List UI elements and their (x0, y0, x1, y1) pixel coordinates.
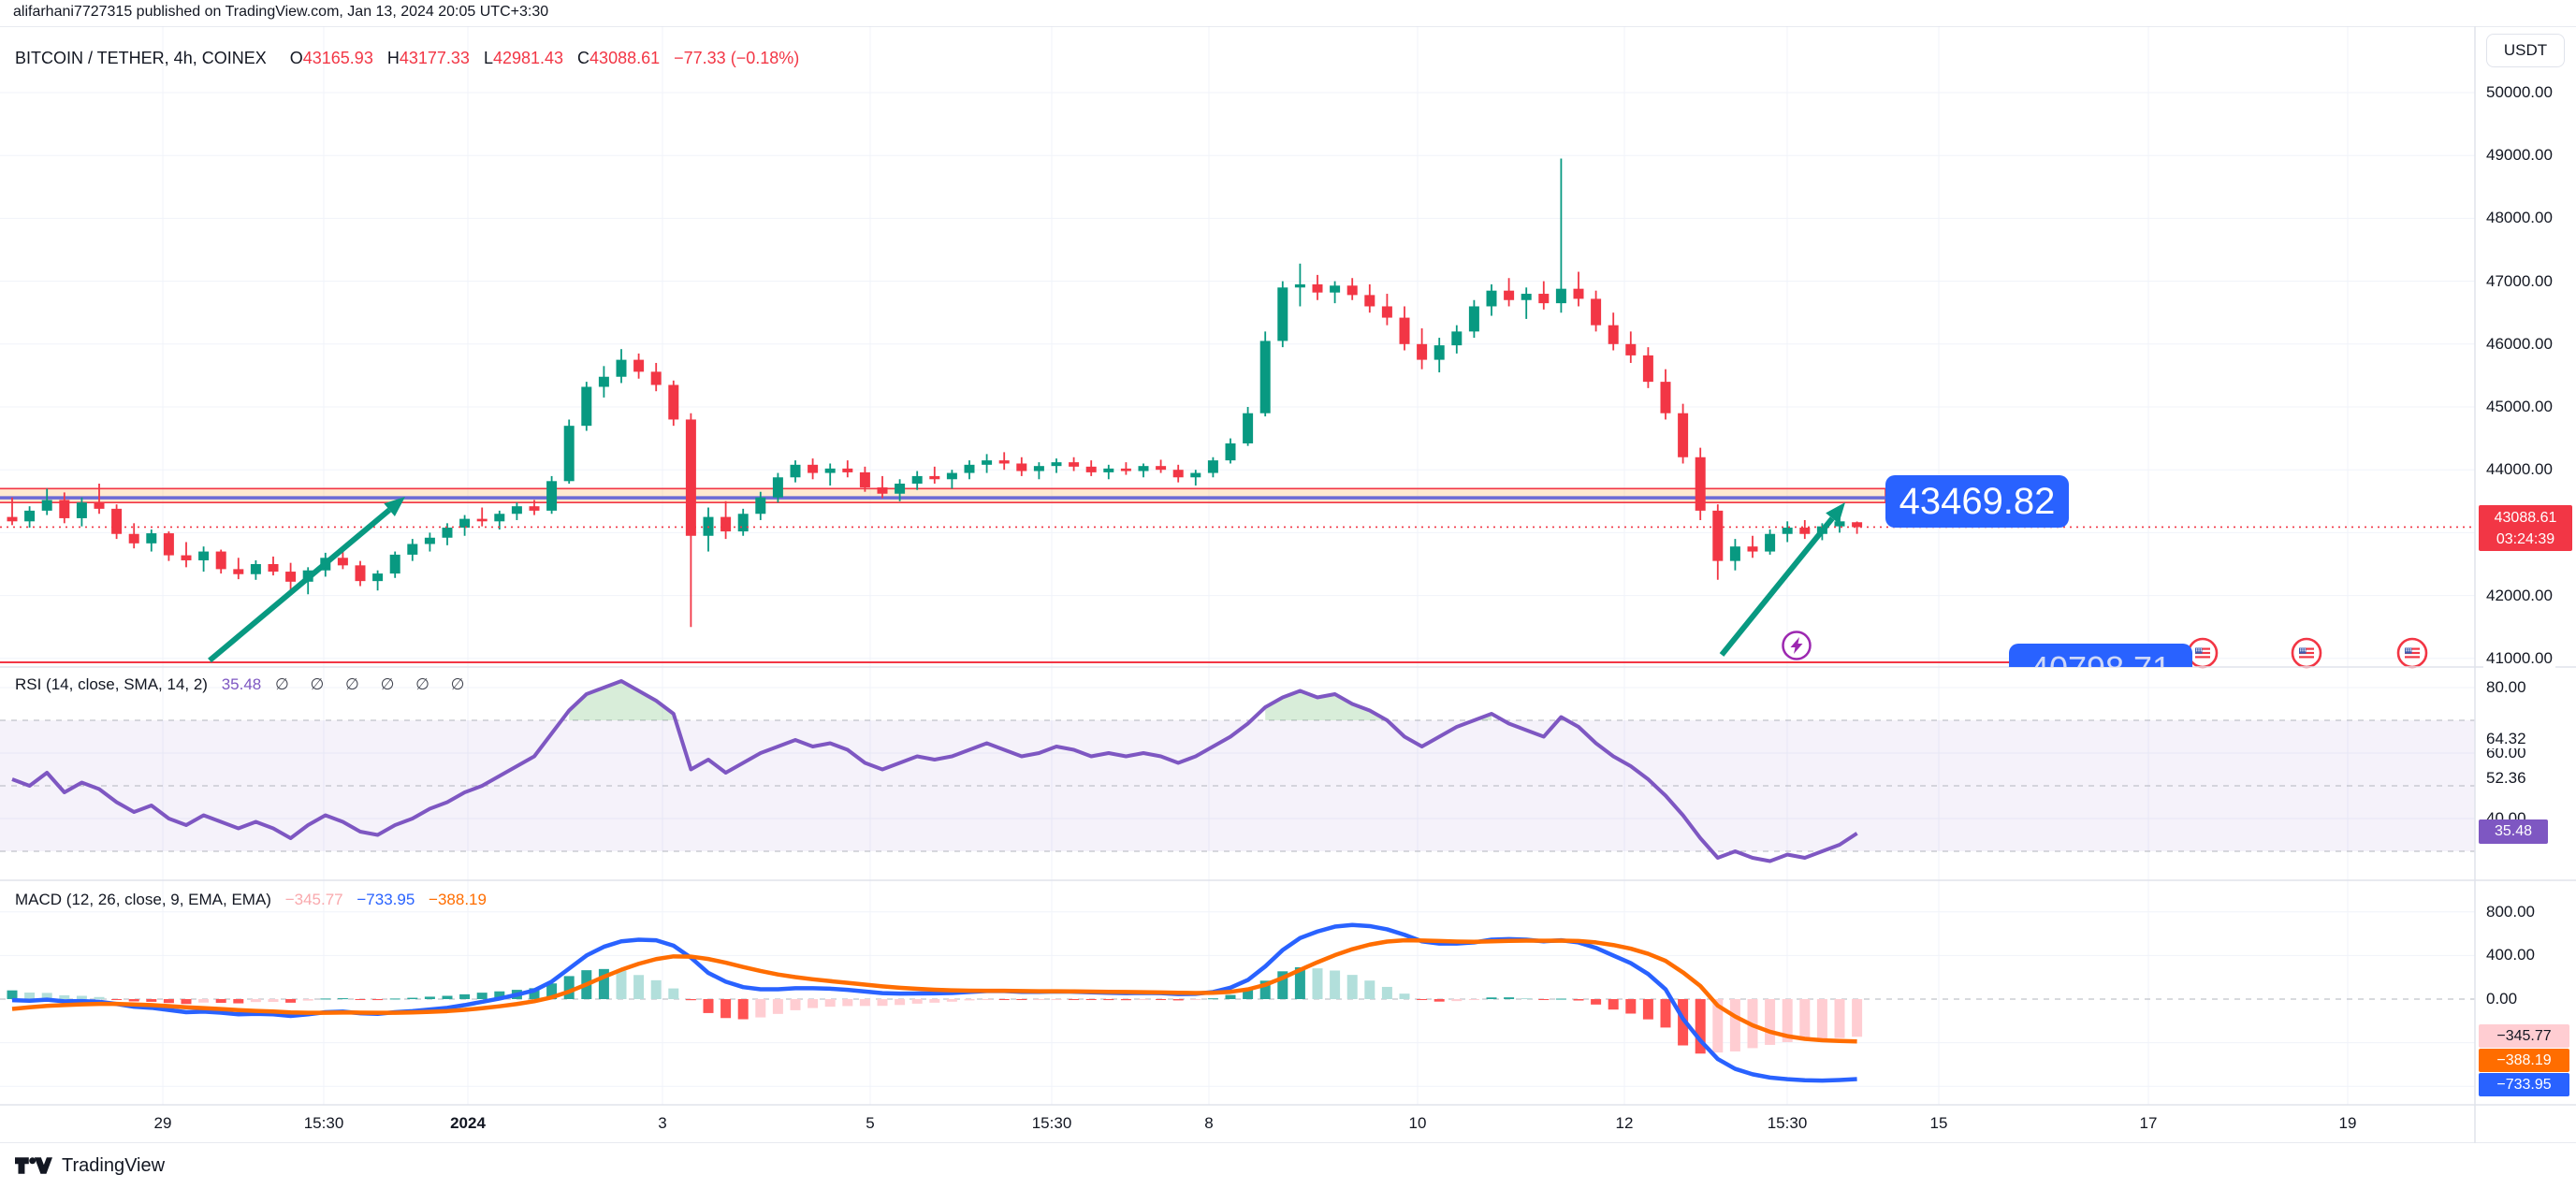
macd-histogram (7, 966, 1863, 1054)
time-axis-label: 10 (1408, 1114, 1427, 1132)
open-label: O (289, 49, 303, 67)
trend-arrow (208, 497, 405, 663)
time-axis-label: 15 (1929, 1114, 1948, 1132)
time-axis-label: 19 (2338, 1114, 2357, 1132)
resistance-zone (0, 487, 1886, 503)
trend-arrow (1719, 502, 1845, 657)
rsi-title: RSI (14, close, SMA, 14, 2) (15, 675, 208, 693)
macd-legend: MACD (12, 26, close, 9, EMA, EMA) −345.7… (15, 891, 487, 909)
time-axis-label: 15:30 (1031, 1114, 1072, 1132)
close-value: 43088.61 (589, 49, 661, 67)
time-axis-label: 12 (1615, 1114, 1634, 1132)
time-axis-label: 17 (2139, 1114, 2158, 1132)
rsi-axis-label: 64.32 (2483, 729, 2529, 748)
macd-signal-value: −388.19 (429, 891, 487, 908)
low-label: L (483, 49, 493, 67)
macd-signal-line (11, 937, 1857, 1044)
price-axis-label: 47000.00 (2483, 271, 2555, 291)
open-value: 43165.93 (302, 49, 373, 67)
high-label: H (386, 49, 400, 67)
economic-event-flag-icon[interactable] (2187, 637, 2219, 669)
rsi-axis-label: 52.36 (2483, 768, 2529, 788)
time-axis-label: 15:30 (1767, 1114, 1808, 1132)
macd-title: MACD (12, 26, close, 9, EMA, EMA) (15, 891, 271, 908)
attribution-text: alifarhani7727315 published on TradingVi… (13, 4, 549, 20)
macd-axis-badge: −388.19 (2479, 1049, 2569, 1072)
brand-text: TradingView (62, 1154, 166, 1176)
price-axis-label: 48000.00 (2483, 209, 2555, 228)
tradingview-brand: TradingView (15, 1153, 165, 1178)
rsi-value: 35.48 (221, 675, 262, 693)
close-label: C (577, 49, 590, 67)
time-axis-label: 15:30 (303, 1114, 344, 1132)
macd-line (11, 922, 1857, 1083)
top-bar (0, 0, 2576, 26)
price-axis-label: 45000.00 (2483, 398, 2555, 416)
bar-countdown: 03:24:39 (2496, 531, 2555, 548)
price-axis-label: 50000.00 (2483, 83, 2555, 102)
resistance-price-label: 43469.82 (1885, 475, 2069, 528)
macd-line-value: −733.95 (357, 891, 415, 908)
change-value: −77.33 (−0.18%) (674, 49, 800, 67)
macd-axis-label: 0.00 (2483, 990, 2521, 1008)
macd-hist-value: −345.77 (284, 891, 343, 908)
time-axis-label: 3 (658, 1114, 667, 1132)
tradingview-logo-icon (15, 1157, 52, 1174)
rsi-axis-label: 80.00 (2483, 678, 2529, 697)
bottom-bar (0, 1143, 2576, 1189)
last-price-value: 43088.61 (2494, 510, 2557, 526)
time-axis-label: 5 (866, 1114, 875, 1132)
economic-event-flag-icon[interactable] (2291, 637, 2322, 669)
macd-axis-badge: −733.95 (2479, 1073, 2569, 1096)
price-axis-label: 46000.00 (2483, 334, 2555, 354)
price-axis-label: 44000.00 (2483, 460, 2555, 480)
symbol-title: BITCOIN / TETHER, 4h, COINEX (15, 49, 267, 67)
rsi-line (11, 679, 1858, 863)
symbol-legend: BITCOIN / TETHER, 4h, COINEX O43165.93 H… (15, 49, 799, 68)
low-value: 42981.43 (492, 49, 564, 67)
price-axis-label: 49000.00 (2483, 146, 2555, 166)
time-axis-label: 2024 (450, 1114, 486, 1132)
macd-axis-label: 400.00 (2483, 946, 2538, 965)
price-axis-label: 42000.00 (2483, 586, 2555, 605)
high-value: 43177.33 (399, 49, 470, 67)
currency-button[interactable]: USDT (2486, 34, 2565, 67)
rsi-legend: RSI (14, close, SMA, 14, 2) 35.48 ∅ ∅ ∅ … (15, 675, 473, 694)
last-price-badge: 43088.61 03:24:39 (2479, 505, 2572, 551)
macd-axis-badge: −345.77 (2479, 1024, 2569, 1048)
rsi-empty-values: ∅ ∅ ∅ ∅ ∅ ∅ (274, 675, 473, 693)
economic-event-flag-icon[interactable] (2396, 637, 2428, 669)
price-axis-label: 41000.00 (2483, 648, 2555, 668)
support-price-label: 40798.71 (2009, 644, 2192, 667)
lightning-icon[interactable] (1782, 631, 1812, 660)
rsi-value-badge: 35.48 (2479, 819, 2548, 844)
time-axis-label: 29 (153, 1114, 172, 1132)
candles-series (7, 158, 1863, 628)
macd-axis-label: 800.00 (2483, 902, 2538, 921)
time-axis-label: 8 (1204, 1114, 1214, 1132)
